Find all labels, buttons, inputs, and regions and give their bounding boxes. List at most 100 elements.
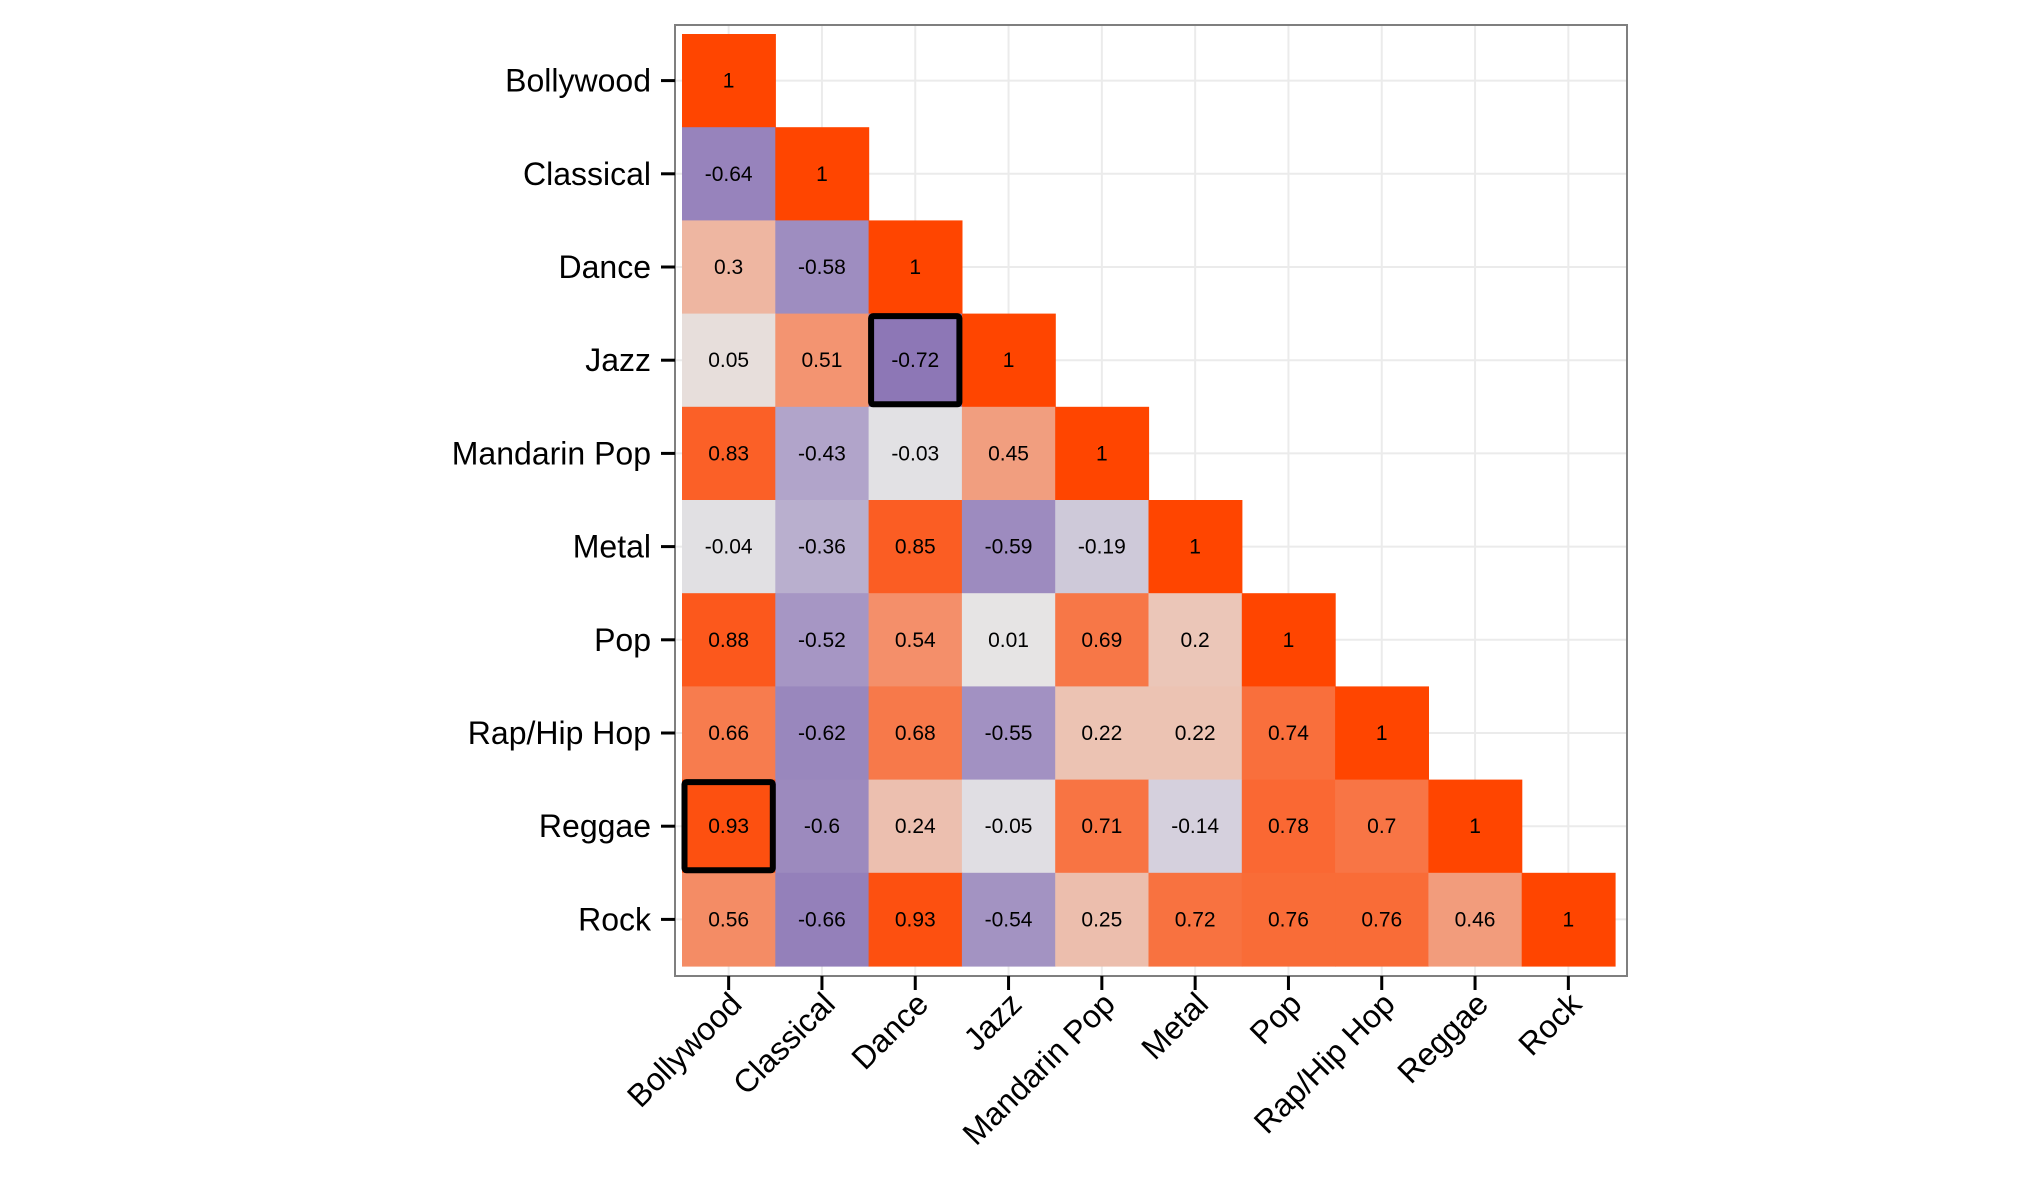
heatmap-cell — [1335, 686, 1429, 781]
cell-value-label: -0.52 — [798, 629, 846, 652]
cell-value-label: -0.72 — [891, 349, 939, 372]
x-tick-label: Classical — [726, 985, 842, 1101]
cell-value-label: -0.14 — [1171, 815, 1219, 838]
cell-value-label: 1 — [909, 256, 921, 279]
y-tick-label: Jazz — [585, 342, 651, 378]
cell-value-label: 0.3 — [714, 256, 743, 279]
cell-value-label: 0.93 — [708, 815, 749, 838]
y-tick-label: Bollywood — [505, 63, 651, 99]
cell-value-label: 0.71 — [1081, 815, 1122, 838]
heatmap-cell — [1148, 593, 1243, 687]
heatmap-cell — [1055, 593, 1150, 687]
cell-value-label: 1 — [1376, 722, 1388, 745]
heatmap-cell — [1335, 872, 1429, 967]
cell-value-label: 0.88 — [708, 629, 749, 652]
heatmap-cell — [775, 779, 870, 874]
heatmap-cell — [682, 127, 776, 221]
cell-value-label: 0.51 — [802, 349, 843, 372]
heatmap-cell — [775, 593, 870, 687]
y-tick-label: Reggae — [539, 808, 651, 844]
cell-value-label: 0.05 — [708, 349, 749, 372]
cell-value-label: -0.59 — [985, 536, 1033, 559]
heatmap-cell — [1241, 686, 1336, 781]
x-tick-label: Metal — [1134, 985, 1215, 1066]
cell-value-label: -0.64 — [705, 163, 753, 186]
heatmap-cell — [775, 127, 870, 221]
cell-value-label: -0.58 — [798, 256, 846, 279]
heatmap-cell — [961, 779, 1056, 874]
cell-value-label: 0.25 — [1081, 908, 1122, 931]
heatmap-cell — [1428, 872, 1523, 967]
x-tick-label: Dance — [844, 985, 935, 1076]
heatmap-cell — [775, 220, 870, 315]
cell-value-label: 0.76 — [1361, 908, 1402, 931]
heatmap-cell — [1241, 593, 1336, 687]
y-axis: Bollywood Classical Dance Jazz Mandarin Pop M… — [452, 63, 675, 937]
highlight-box — [868, 313, 963, 408]
cell-value-label: -0.36 — [798, 536, 846, 559]
heatmap-cell — [1055, 406, 1150, 501]
heatmap-cell — [682, 34, 776, 128]
cell-value-label: 0.54 — [895, 629, 936, 652]
heatmap-cell — [1148, 872, 1243, 967]
cell-value-label: -0.05 — [985, 815, 1033, 838]
cell-value-label: 0.22 — [1175, 722, 1216, 745]
cell-value-label: 0.93 — [895, 908, 936, 931]
heatmap-cell — [1148, 779, 1243, 874]
cell-value-label: -0.43 — [798, 442, 846, 465]
cell-value-label: -0.19 — [1078, 536, 1126, 559]
heatmap-cell — [961, 686, 1056, 781]
cell-value-label: 1 — [1189, 536, 1201, 559]
cell-value-label: -0.54 — [985, 908, 1033, 931]
y-tick-label: Pop — [594, 622, 651, 658]
cell-value-label: 1 — [1003, 349, 1015, 372]
cell-value-label: 1 — [1563, 908, 1575, 931]
heatmap-cell — [1148, 686, 1243, 781]
heatmap-cell — [868, 313, 963, 408]
highlight-box — [681, 779, 776, 874]
heatmap-cell — [961, 406, 1056, 501]
y-tick-label: Metal — [573, 529, 651, 565]
x-tick-label: Reggae — [1390, 985, 1495, 1090]
heatmap-cell — [868, 500, 963, 594]
heatmap-cell — [775, 406, 870, 501]
cell-value-label: 0.69 — [1081, 629, 1122, 652]
heatmap-cell — [1428, 779, 1523, 874]
heatmap-cell — [1241, 872, 1336, 967]
heatmap-cell — [868, 220, 963, 315]
heatmap-cell — [775, 313, 870, 408]
cell-value-label: 0.45 — [988, 442, 1029, 465]
heatmap-cell — [868, 406, 963, 501]
x-tick-label: Bollywood — [620, 985, 749, 1114]
heatmap-cell — [961, 593, 1056, 687]
heatmap-cell — [1055, 779, 1150, 874]
y-tick-label: Rock — [578, 901, 652, 937]
cell-value-label: 0.46 — [1455, 908, 1496, 931]
heatmap-cell — [1148, 500, 1243, 594]
heatmap-cell — [1055, 872, 1150, 967]
heatmap-cell — [775, 500, 870, 594]
heatmap-cell — [868, 872, 963, 967]
y-tick-label: Mandarin Pop — [452, 435, 651, 471]
heatmap-cell — [775, 872, 870, 967]
x-tick-label: Pop — [1243, 985, 1309, 1051]
x-tick-label: Jazz — [957, 985, 1029, 1057]
cell-value-label: 1 — [1096, 442, 1108, 465]
cell-value-label: 0.83 — [708, 442, 749, 465]
cell-value-label: 1 — [816, 163, 828, 186]
cell-value-label: 0.66 — [708, 722, 749, 745]
heatmap-cell — [682, 686, 776, 781]
x-tick-label: Rock — [1511, 985, 1589, 1063]
heatmap-cell — [682, 779, 776, 874]
cell-value-label: -0.04 — [705, 536, 753, 559]
cell-value-label: 0.01 — [988, 629, 1029, 652]
heatmap-cell — [682, 500, 776, 594]
heatmap-cell — [961, 500, 1056, 594]
cell-value-label: 0.56 — [708, 908, 749, 931]
y-tick-label: Dance — [559, 249, 652, 285]
heatmap-cells: 1 -0.64 1 0.3 -0.58 1 0.05 0.51 -0.72 1 0.83 -0.43 -… — [682, 34, 1616, 967]
heatmap-cell — [682, 406, 776, 501]
heatmap-cell — [1055, 686, 1150, 781]
cell-value-label: 1 — [723, 70, 735, 93]
